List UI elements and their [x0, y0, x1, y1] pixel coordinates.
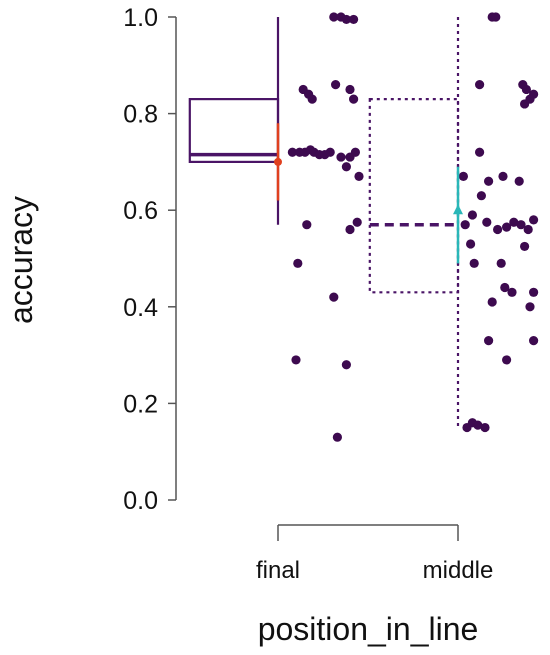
point-middle-58 [500, 282, 510, 293]
mean-markers [274, 123, 463, 264]
point-final-26 [293, 258, 303, 268]
point-middle-64 [529, 336, 539, 346]
box-middle [368, 17, 460, 428]
point-final-8 [341, 14, 351, 25]
point-middle-43 [514, 176, 524, 186]
point-final-22 [354, 171, 364, 181]
point-middle-69 [480, 422, 490, 433]
point-middle-42 [498, 171, 508, 181]
point-middle-61 [487, 297, 497, 307]
mean-marker-final [274, 157, 282, 166]
y-tick-label-0: 0.0 [123, 487, 158, 515]
point-middle-33 [475, 80, 485, 90]
x-tick-label-middle: middle [423, 557, 494, 584]
point-final-4 [345, 84, 355, 95]
point-middle-49 [502, 222, 512, 232]
data-points [287, 12, 539, 442]
point-middle-41 [484, 176, 494, 186]
point-middle-48 [493, 224, 503, 235]
point-middle-60 [529, 287, 539, 297]
mean-middle [453, 166, 463, 264]
x-axis: final middle [256, 524, 494, 584]
box-final [188, 17, 280, 225]
point-middle-51 [516, 220, 526, 230]
point-final-28 [291, 355, 301, 365]
point-middle-54 [466, 239, 476, 249]
point-middle-40 [458, 171, 468, 181]
x-tick-label-final: final [256, 557, 300, 584]
point-final-10 [287, 147, 297, 157]
point-middle-50 [509, 217, 519, 227]
point-middle-59 [507, 287, 517, 297]
y-axis-title: accuracy [3, 196, 39, 324]
point-final-18 [336, 152, 346, 162]
point-middle-35 [521, 84, 532, 95]
y-tick-label-2: 0.4 [123, 294, 158, 322]
point-middle-52 [523, 224, 533, 235]
point-middle-56 [469, 258, 479, 268]
point-final-24 [352, 217, 362, 227]
point-middle-44 [476, 191, 486, 201]
point-middle-39 [475, 147, 485, 157]
point-final-21 [341, 162, 351, 172]
point-middle-55 [520, 241, 530, 252]
y-tick-label-4: 0.8 [123, 101, 158, 129]
point-middle-53 [529, 215, 539, 225]
point-final-20 [350, 147, 360, 157]
point-middle-65 [502, 355, 512, 365]
y-tick-label-1: 0.2 [123, 390, 158, 418]
point-final-2 [307, 94, 317, 104]
point-middle-46 [460, 220, 470, 230]
point-middle-45 [467, 210, 477, 220]
y-axis: 0.0 0.2 0.4 0.6 0.8 1.0 [123, 4, 177, 515]
point-middle-32 [491, 12, 501, 22]
point-final-25 [345, 224, 355, 235]
point-final-6 [329, 12, 339, 22]
y-tick-label-3: 0.6 [123, 197, 158, 225]
point-final-3 [331, 80, 341, 90]
point-final-5 [349, 94, 359, 104]
mean-final [274, 123, 282, 201]
box-iqr-final [188, 98, 280, 164]
point-middle-38 [525, 94, 535, 104]
point-middle-57 [496, 258, 506, 268]
mean-marker-middle [453, 204, 463, 215]
box-iqr-middle [368, 98, 460, 294]
point-middle-63 [484, 336, 494, 346]
point-final-17 [325, 147, 335, 157]
point-final-23 [302, 220, 312, 230]
x-axis-title: position_in_line [258, 611, 479, 647]
point-final-9 [349, 14, 359, 25]
point-middle-62 [525, 302, 535, 312]
boxplots [188, 17, 460, 428]
point-final-29 [341, 360, 351, 370]
point-final-27 [329, 292, 339, 302]
point-middle-47 [482, 217, 492, 227]
point-middle-68 [473, 420, 483, 430]
y-tick-label-5: 1.0 [123, 4, 158, 32]
point-final-30 [332, 432, 342, 442]
